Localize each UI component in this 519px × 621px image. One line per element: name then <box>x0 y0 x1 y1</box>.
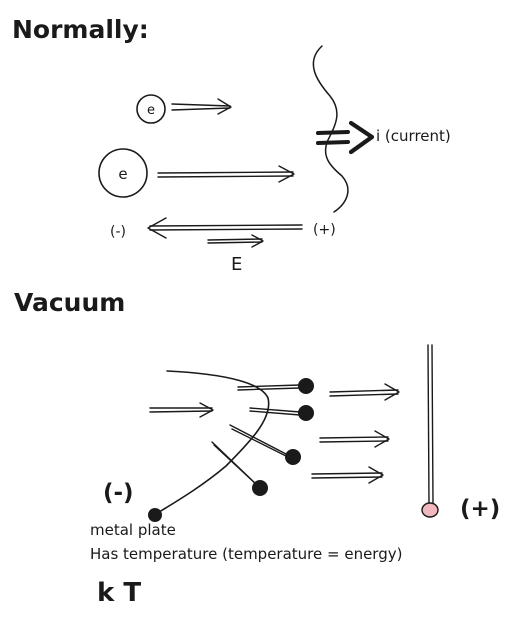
anode-tip <box>421 502 439 518</box>
metal-plate-label: metal plate <box>90 521 176 539</box>
vacuum-negative-label: (-) <box>103 480 134 506</box>
vacuum-heading: Vacuum <box>14 288 125 317</box>
kt-formula: k T <box>97 578 141 608</box>
electron-large-label: e <box>118 165 127 183</box>
anode-rod <box>427 344 434 505</box>
incoming-arrow <box>149 402 214 418</box>
vacuum-positive-label: (+) <box>460 496 500 522</box>
wavy-wire <box>312 45 349 213</box>
electron-small-label: e <box>147 103 155 118</box>
metal-plate-curve <box>155 370 270 515</box>
field-e-arrow <box>207 234 264 248</box>
normal-negative-label: (-) <box>110 224 126 240</box>
emitted-electron-4 <box>211 441 268 496</box>
electron-small-arrow <box>171 98 232 115</box>
electron-small: e <box>136 94 166 124</box>
current-arrow <box>316 120 375 155</box>
emitted-electron-3 <box>229 424 301 465</box>
electron-large: e <box>98 148 148 198</box>
flow-arrow-1 <box>329 383 400 401</box>
normal-positive-label: (+) <box>313 222 336 238</box>
field-line-arrow <box>147 217 303 239</box>
flow-arrow-3 <box>311 466 384 484</box>
emitted-electron-1 <box>237 378 314 394</box>
emitted-electron-2 <box>249 405 314 421</box>
metal-plate-dot <box>148 508 162 522</box>
field-label: E <box>231 254 242 275</box>
current-label: i (current) <box>376 127 451 145</box>
electron-large-arrow <box>157 165 295 183</box>
normally-heading: Normally: <box>12 15 149 44</box>
flow-arrow-2 <box>319 430 390 448</box>
temperature-note: Has temperature (temperature = energy) <box>90 545 402 563</box>
